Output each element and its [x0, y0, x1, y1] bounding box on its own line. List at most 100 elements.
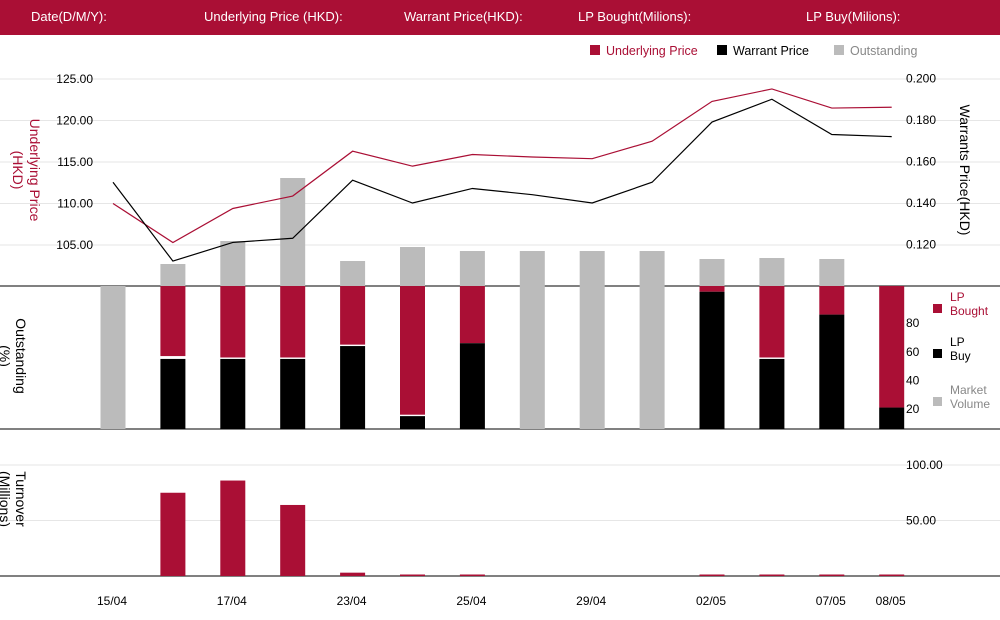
outstanding-bar — [579, 251, 605, 286]
outstanding-bar — [519, 251, 545, 286]
lp-legend-label: Buy — [950, 349, 971, 363]
lp-bought-bar — [699, 286, 725, 292]
lp-axis-tick-label: 60 — [906, 345, 920, 359]
lp-axis-tick-label: 40 — [906, 373, 920, 387]
lp-buy-bar — [340, 346, 366, 429]
outstanding-bar — [639, 251, 665, 286]
lp-buy-bar — [280, 358, 306, 429]
lp-bought-bar — [819, 286, 845, 315]
turnover-bar — [819, 574, 845, 576]
lp-legend-swatch — [933, 304, 942, 313]
lp-bought-bar — [160, 286, 186, 357]
left-axis-title-unit: (HKD) — [10, 151, 26, 190]
price-legend-label: Warrant Price — [733, 44, 809, 58]
market-volume-bar — [100, 286, 126, 429]
price-legend-label: Outstanding — [850, 44, 917, 58]
lp-bought-bar — [400, 286, 425, 415]
price-legend-swatch — [717, 45, 727, 55]
x-axis-tick-label: 25/04 — [456, 594, 486, 608]
lp-bought-bar — [879, 286, 905, 408]
outstanding-bar — [160, 264, 186, 286]
outstanding-bar — [280, 178, 306, 286]
turnover-axis-tick-label: 50.00 — [906, 514, 936, 528]
lp-bought-bar — [340, 286, 366, 345]
turnover-bar — [340, 572, 366, 576]
turnover-axis-tick-label: 100.00 — [906, 458, 943, 472]
left-axis-tick-label: 110.00 — [57, 197, 93, 211]
x-axis-tick-label: 23/04 — [337, 594, 367, 608]
lp-legend-label: Market — [950, 383, 987, 397]
lp-buy-bar — [819, 314, 845, 429]
price-legend-swatch — [590, 45, 600, 55]
header-lp-bought-label: LP Bought(Milions): — [578, 9, 692, 24]
left-axis-tick-label: 105.00 — [56, 238, 93, 252]
lp-bought-bar — [280, 286, 306, 358]
header-underlying-label: Underlying Price (HKD): — [204, 9, 343, 24]
underlying-price-line — [112, 88, 892, 244]
price-legend-swatch — [834, 45, 844, 55]
lp-buy-bar — [220, 358, 246, 429]
lp-bought-bar — [220, 286, 246, 358]
market-volume-bar — [519, 286, 545, 429]
header-lp-buy-label: LP Buy(Milions): — [806, 9, 901, 24]
lp-axis-title: Outstanding — [13, 318, 29, 394]
lp-bought-bar — [759, 286, 785, 358]
left-axis-tick-label: 125.00 — [56, 72, 93, 86]
turnover-bar — [459, 574, 485, 576]
left-axis-tick-label: 115.00 — [57, 155, 93, 169]
turnover-axis-title-unit: (Millions) — [0, 471, 13, 527]
lp-legend-label: Volume — [950, 397, 990, 411]
lp-legend-label: LP — [950, 335, 965, 349]
lp-bought-bar — [459, 286, 485, 344]
x-axis-tick-label: 02/05 — [696, 594, 726, 608]
right-axis-tick-label: 0.140 — [906, 196, 936, 210]
lp-axis-title-unit: (%) — [0, 345, 13, 367]
header-date-label: Date(D/M/Y): — [31, 9, 107, 24]
right-axis-tick-label: 0.200 — [906, 72, 936, 86]
x-axis-tick-label: 08/05 — [876, 594, 906, 608]
right-axis-tick-label: 0.120 — [906, 238, 936, 252]
header-warrant-label: Warrant Price(HKD): — [404, 9, 523, 24]
outstanding-bar — [340, 261, 366, 286]
lp-buy-bar — [400, 416, 425, 429]
lp-buy-bar — [459, 343, 485, 429]
market-volume-bar — [579, 286, 605, 429]
lp-axis-tick-label: 20 — [906, 402, 920, 416]
right-axis-tick-label: 0.180 — [906, 113, 936, 127]
lp-buy-bar — [759, 358, 785, 429]
right-axis-title: Warrants Price(HKD) — [957, 105, 973, 236]
turnover-bar — [759, 574, 785, 576]
turnover-bar — [879, 574, 905, 576]
lp-buy-bar — [879, 407, 905, 429]
outstanding-bar — [819, 259, 845, 286]
outstanding-bar — [220, 241, 246, 286]
x-axis-tick-label: 15/04 — [97, 594, 127, 608]
turnover-bar — [160, 492, 186, 576]
x-axis-tick-label: 29/04 — [576, 594, 606, 608]
lp-legend-swatch — [933, 349, 942, 358]
lp-axis-tick-label: 80 — [906, 316, 920, 330]
turnover-bar — [400, 574, 425, 576]
lp-legend-label: LP — [950, 290, 965, 304]
lp-buy-bar — [699, 291, 725, 429]
outstanding-bar — [699, 259, 725, 286]
left-axis-tick-label: 120.00 — [56, 114, 93, 128]
turnover-bar — [220, 480, 246, 576]
warrant-price-line — [112, 98, 892, 262]
outstanding-bar — [400, 247, 425, 286]
market-volume-bar — [639, 286, 665, 429]
x-axis-tick-label: 07/05 — [816, 594, 846, 608]
warrant-chart: 105.00 110.00 115.00 120.00 125.00 0.120 0.140… — [0, 44, 1000, 608]
left-axis-title: Underlying Price — [27, 119, 43, 222]
price-legend-label: Underlying Price — [606, 44, 698, 58]
lp-buy-bar — [160, 358, 186, 429]
lp-legend-label: Bought — [950, 304, 989, 318]
outstanding-bar — [759, 258, 785, 286]
turnover-bar — [280, 504, 306, 576]
turnover-axis-title: Turnover — [13, 471, 29, 527]
right-axis-tick-label: 0.160 — [906, 155, 936, 169]
x-axis-tick-label: 17/04 — [217, 594, 247, 608]
lp-legend-swatch — [933, 397, 942, 406]
turnover-bar — [699, 574, 725, 576]
header-bar: Date(D/M/Y): Underlying Price (HKD): War… — [0, 0, 1000, 35]
